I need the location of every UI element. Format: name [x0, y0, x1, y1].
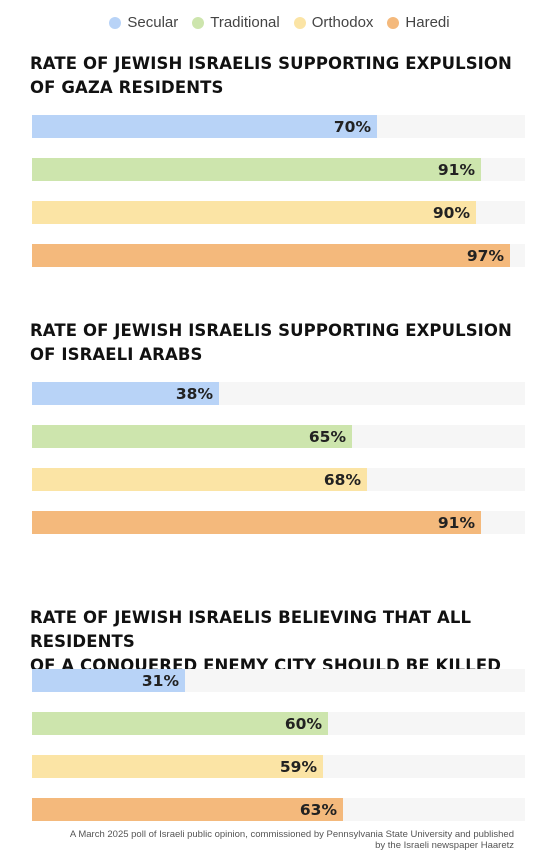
legend-swatch-traditional [192, 16, 205, 29]
chart-legend: Secular Traditional Orthodox Haredi [0, 14, 559, 31]
bar-track-haredi: 63% [32, 798, 525, 821]
legend-item-orthodox: Orthodox [293, 14, 374, 31]
legend-swatch-orthodox [293, 16, 306, 29]
bar-value-label: 91% [437, 514, 475, 532]
legend-swatch-secular [109, 16, 122, 29]
bar-track-haredi: 91% [32, 511, 525, 534]
footnote-line-2: by the Israeli newspaper Haaretz [375, 840, 514, 851]
bar-secular [32, 115, 377, 138]
bar-track-orthodox: 59% [32, 755, 525, 778]
bar-haredi [32, 511, 481, 534]
legend-item-haredi: Haredi [387, 14, 450, 31]
legend-label-traditional: Traditional [210, 14, 280, 31]
chart-title-line: RATE OF JEWISH ISRAELIS SUPPORTING EXPUL… [30, 321, 512, 340]
bar-orthodox [32, 468, 367, 491]
bar-orthodox [32, 201, 476, 224]
bar-value-label: 31% [141, 672, 179, 690]
chart-title-line: RATE OF JEWISH ISRAELIS SUPPORTING EXPUL… [30, 54, 512, 73]
bar-value-label: 68% [323, 471, 361, 489]
bar-value-label: 70% [333, 118, 371, 136]
bar-track-secular: 70% [32, 115, 525, 138]
bar-value-label: 63% [299, 801, 337, 819]
bar-track-secular: 31% [32, 669, 525, 692]
bar-track-traditional: 91% [32, 158, 525, 181]
chart-title-line: OF ISRAELI ARABS [30, 345, 203, 364]
bar-value-label: 60% [284, 715, 322, 733]
bar-orthodox [32, 755, 323, 778]
bar-haredi [32, 798, 343, 821]
chart-title: RATE OF JEWISH ISRAELIS SUPPORTING EXPUL… [30, 319, 530, 367]
chart-title-line: OF GAZA RESIDENTS [30, 78, 224, 97]
bar-traditional [32, 158, 481, 181]
chart-title-line: RATE OF JEWISH ISRAELIS BELIEVING THAT A… [30, 608, 472, 651]
bar-secular [32, 382, 219, 405]
chart-title: RATE OF JEWISH ISRAELIS BELIEVING THAT A… [30, 606, 530, 678]
bar-haredi [32, 244, 510, 267]
bar-traditional [32, 712, 328, 735]
chart-title: RATE OF JEWISH ISRAELIS SUPPORTING EXPUL… [30, 52, 530, 100]
bar-track-traditional: 60% [32, 712, 525, 735]
bar-value-label: 97% [466, 247, 504, 265]
footnote-line-1: A March 2025 poll of Israeli public opin… [69, 829, 514, 840]
bar-value-label: 65% [308, 428, 346, 446]
bar-value-label: 90% [432, 204, 470, 222]
legend-swatch-haredi [387, 16, 400, 29]
footnote: A March 2025 poll of Israeli public opin… [34, 829, 514, 851]
bar-track-orthodox: 90% [32, 201, 525, 224]
legend-item-secular: Secular [109, 14, 178, 31]
bar-value-label: 91% [437, 161, 475, 179]
bar-track-orthodox: 68% [32, 468, 525, 491]
bar-value-label: 38% [175, 385, 213, 403]
bar-track-haredi: 97% [32, 244, 525, 267]
legend-item-traditional: Traditional [192, 14, 280, 31]
legend-label-orthodox: Orthodox [311, 14, 374, 31]
bar-track-traditional: 65% [32, 425, 525, 448]
bar-traditional [32, 425, 352, 448]
legend-label-haredi: Haredi [405, 14, 450, 31]
legend-label-secular: Secular [127, 14, 179, 31]
bar-value-label: 59% [279, 758, 317, 776]
bar-track-secular: 38% [32, 382, 525, 405]
bar-secular [32, 669, 185, 692]
